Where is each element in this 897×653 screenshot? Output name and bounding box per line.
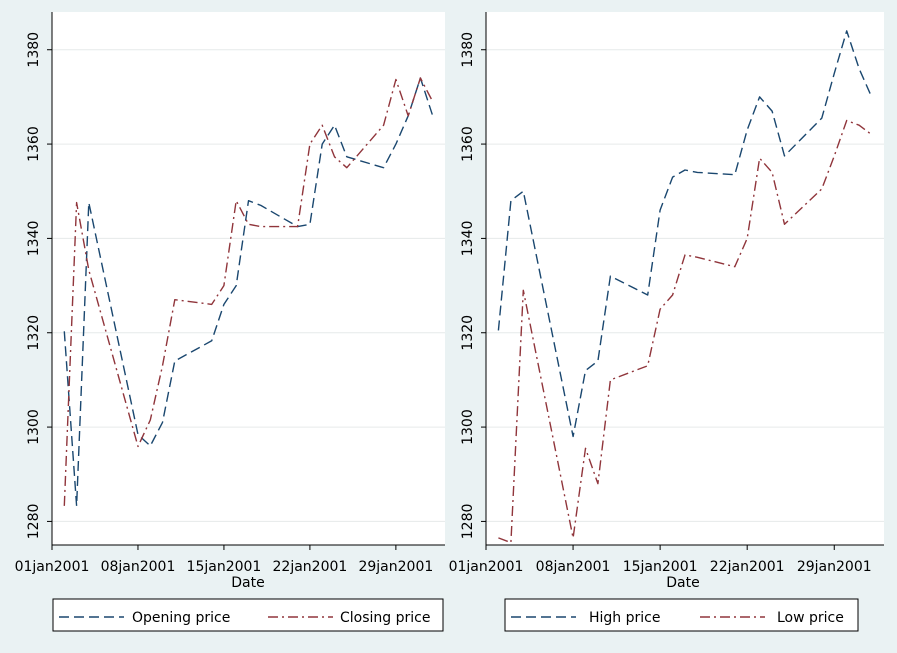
left-y-tick-label-1300: 1300 — [26, 409, 42, 445]
left-x-tick-label-22jan2001: 22jan2001 — [273, 559, 348, 575]
right-y-tick-label-1320: 1320 — [460, 315, 476, 351]
left-y-tick-label-1320: 1320 — [26, 315, 42, 351]
right-y-ticks: 1280 1300 1320 1340 1360 1380 — [460, 32, 486, 539]
right-x-tick-label-22jan2001: 22jan2001 — [710, 559, 785, 575]
left-grid — [52, 49, 445, 522]
legend-label-opening-price: Opening price — [132, 610, 230, 626]
right-y-tick-label-1280: 1280 — [460, 504, 476, 540]
left-x-tick-label-01jan2001: 01jan2001 — [15, 559, 90, 575]
right-plot-area — [486, 12, 884, 545]
left-y-tick-label-1360: 1360 — [26, 126, 42, 162]
legend-label-high-price: High price — [589, 610, 660, 626]
left-y-tick-label-1380: 1380 — [26, 32, 42, 68]
right-y-tick-label-1300: 1300 — [460, 409, 476, 445]
right-x-tick-label-08jan2001: 08jan2001 — [536, 559, 611, 575]
right-x-tick-label-01jan2001: 01jan2001 — [449, 559, 524, 575]
left-panel: 1280 1300 1320 1340 1360 1380 01jan2001 08jan2… — [15, 12, 445, 632]
left-y-tick-label-1340: 1340 — [26, 221, 42, 257]
left-legend — [52, 598, 444, 632]
left-x-axis-title: Date — [231, 575, 264, 591]
right-legend — [504, 598, 859, 632]
left-x-tick-label-08jan2001: 08jan2001 — [101, 559, 176, 575]
left-y-tick-label-1280: 1280 — [26, 504, 42, 540]
series-line-high-price — [497, 30, 873, 438]
right-y-tick-label-1380: 1380 — [460, 32, 476, 68]
left-plot-area — [52, 12, 445, 545]
right-x-ticks: 01jan2001 08jan2001 15jan2001 22jan2001 29ja… — [449, 545, 872, 575]
left-x-ticks: 01jan2001 08jan2001 15jan2001 22jan2001 29ja… — [15, 545, 433, 575]
right-x-tick-label-29jan2001: 29jan2001 — [797, 559, 872, 575]
left-series-group — [63, 77, 434, 507]
right-series-group — [497, 30, 873, 544]
right-panel: 1280 1300 1320 1340 1360 1380 01jan2001 08jan2… — [449, 12, 884, 632]
series-line-closing-price — [63, 77, 434, 506]
left-x-tick-label-29jan2001: 29jan2001 — [358, 559, 433, 575]
left-x-tick-label-15jan2001: 15jan2001 — [187, 559, 262, 575]
right-y-tick-label-1360: 1360 — [460, 126, 476, 162]
series-line-low-price — [498, 119, 873, 544]
series-line-opening-price — [63, 77, 434, 507]
left-y-ticks: 1280 1300 1320 1340 1360 1380 — [26, 32, 52, 539]
legend-label-low-price: Low price — [777, 610, 844, 626]
right-y-tick-label-1340: 1340 — [460, 221, 476, 257]
right-x-axis-title: Date — [666, 575, 699, 591]
legend-label-closing-price: Closing price — [340, 610, 430, 626]
right-x-tick-label-15jan2001: 15jan2001 — [623, 559, 698, 575]
